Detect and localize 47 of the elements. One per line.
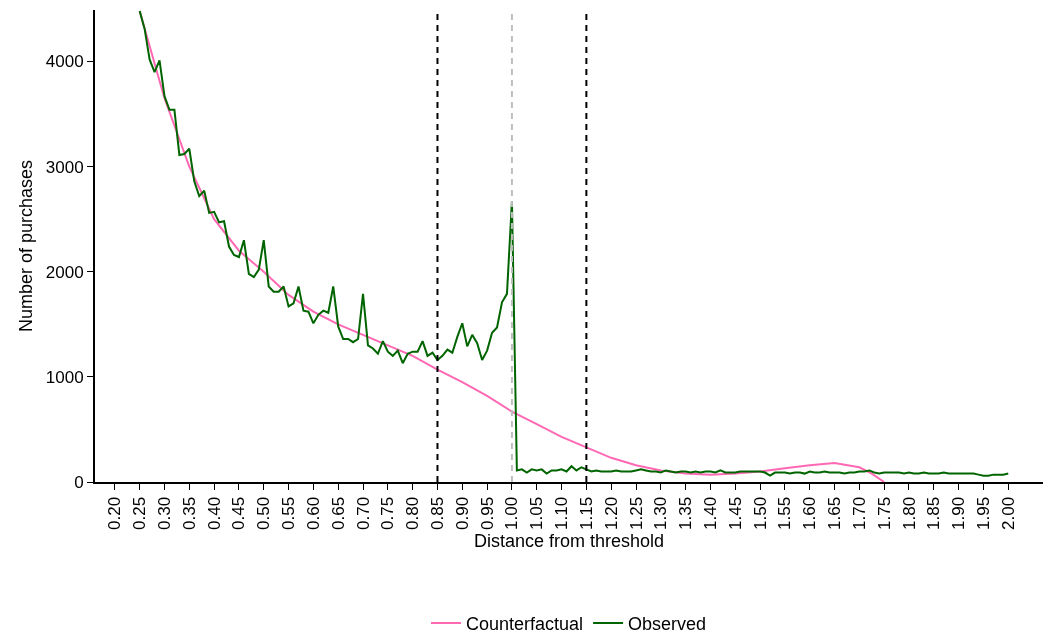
y-tick-label: 0 (74, 472, 84, 492)
x-tick-label: 1.20 (601, 496, 621, 530)
x-tick-label: 0.95 (477, 496, 497, 530)
x-tick-label: 1.00 (502, 496, 522, 530)
y-tick-label: 3000 (45, 157, 84, 177)
x-tick-label: 1.25 (626, 496, 646, 530)
x-tick-label: 0.75 (378, 496, 398, 530)
x-tick-label: 2.00 (998, 496, 1018, 530)
y-tick-label: 2000 (45, 262, 84, 282)
x-tick-label: 0.25 (130, 496, 150, 530)
x-tick-label: 0.40 (204, 496, 224, 530)
x-tick-label: 1.95 (973, 496, 993, 530)
x-tick-label: 0.20 (105, 496, 125, 530)
x-tick-label: 1.70 (849, 496, 869, 530)
x-tick-label: 0.80 (403, 496, 423, 530)
x-tick-label: 0.70 (353, 496, 373, 530)
x-tick-label: 0.35 (179, 496, 199, 530)
x-tick-label: 1.05 (527, 496, 547, 530)
x-tick-label: 0.30 (155, 496, 175, 530)
x-tick-label: 1.90 (949, 496, 969, 530)
x-tick-label: 0.50 (254, 496, 274, 530)
x-tick-label: 1.35 (676, 496, 696, 530)
x-tick-label: 0.45 (229, 496, 249, 530)
legend-label: Observed (628, 613, 707, 634)
x-tick-label: 1.55 (775, 496, 795, 530)
x-tick-label: 1.15 (576, 496, 596, 530)
x-tick-label: 0.90 (452, 496, 472, 530)
x-tick-label: 1.40 (700, 496, 720, 530)
y-tick-label: 1000 (45, 367, 84, 387)
x-tick-label: 1.50 (750, 496, 770, 530)
x-tick-label: 1.85 (924, 496, 944, 530)
x-axis-title: Distance from threshold (473, 531, 665, 552)
x-tick-label: 0.65 (328, 496, 348, 530)
x-tick-label: 1.10 (552, 496, 572, 530)
x-tick-label: 1.75 (874, 496, 894, 530)
x-tick-label: 1.30 (651, 496, 671, 530)
y-axis-title: Number of purchases (16, 159, 37, 333)
x-tick-label: 1.60 (800, 496, 820, 530)
legend-label: Counterfactual (466, 613, 584, 634)
x-tick-label: 0.85 (427, 496, 447, 530)
x-tick-label: 1.65 (825, 496, 845, 530)
x-tick-label: 1.45 (725, 496, 745, 530)
x-tick-label: 0.60 (303, 496, 323, 530)
y-tick-label: 4000 (45, 52, 84, 72)
x-tick-label: 1.80 (899, 496, 919, 530)
line-series (138, 10, 1010, 477)
x-tick-label: 0.55 (279, 496, 299, 530)
